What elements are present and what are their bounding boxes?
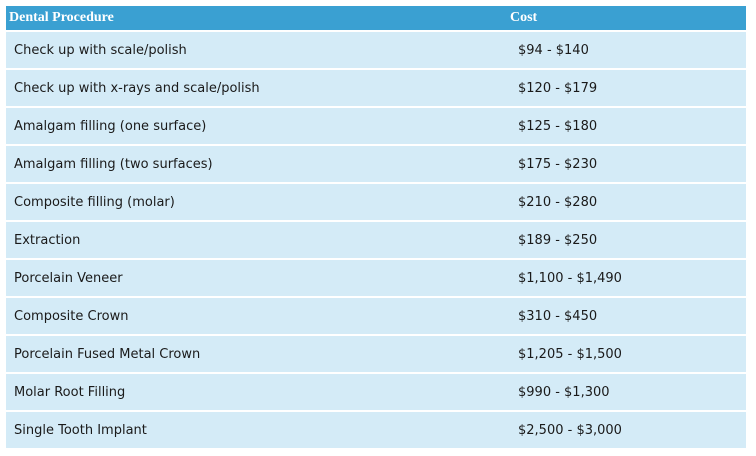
procedure-cell: Porcelain Fused Metal Crown: [6, 334, 507, 372]
procedure-cell: Composite filling (molar): [6, 182, 507, 220]
procedure-cell: Molar Root Filling: [6, 372, 507, 410]
table-row: Composite Crown $310 - $450: [6, 296, 746, 334]
header-cost: Cost: [507, 6, 746, 30]
cost-cell: $310 - $450: [507, 296, 746, 334]
procedure-cell: Composite Crown: [6, 296, 507, 334]
procedure-cell: Amalgam filling (two surfaces): [6, 144, 507, 182]
table-row: Composite filling (molar) $210 - $280: [6, 182, 746, 220]
procedure-cell: Check up with scale/polish: [6, 30, 507, 68]
cost-cell: $2,500 - $3,000: [507, 410, 746, 448]
table-header-row: Dental Procedure Cost: [6, 6, 746, 30]
table-row: Check up with x-rays and scale/polish $1…: [6, 68, 746, 106]
cost-cell: $94 - $140: [507, 30, 746, 68]
procedure-cell: Extraction: [6, 220, 507, 258]
cost-cell: $1,205 - $1,500: [507, 334, 746, 372]
table-row: Extraction $189 - $250: [6, 220, 746, 258]
cost-cell: $210 - $280: [507, 182, 746, 220]
table-row: Check up with scale/polish $94 - $140: [6, 30, 746, 68]
table-row: Porcelain Fused Metal Crown $1,205 - $1,…: [6, 334, 746, 372]
table-header: Dental Procedure Cost: [6, 6, 746, 30]
cost-cell: $189 - $250: [507, 220, 746, 258]
dental-cost-table-container: Dental Procedure Cost Check up with scal…: [6, 6, 746, 448]
procedure-cell: Amalgam filling (one surface): [6, 106, 507, 144]
cost-cell: $120 - $179: [507, 68, 746, 106]
cost-cell: $175 - $230: [507, 144, 746, 182]
procedure-cell: Porcelain Veneer: [6, 258, 507, 296]
procedure-cell: Check up with x-rays and scale/polish: [6, 68, 507, 106]
dental-cost-table: Dental Procedure Cost Check up with scal…: [6, 6, 746, 448]
table-body: Check up with scale/polish $94 - $140 Ch…: [6, 30, 746, 448]
table-row: Amalgam filling (two surfaces) $175 - $2…: [6, 144, 746, 182]
cost-cell: $125 - $180: [507, 106, 746, 144]
table-row: Amalgam filling (one surface) $125 - $18…: [6, 106, 746, 144]
cost-cell: $1,100 - $1,490: [507, 258, 746, 296]
header-dental-procedure: Dental Procedure: [6, 6, 507, 30]
cost-cell: $990 - $1,300: [507, 372, 746, 410]
procedure-cell: Single Tooth Implant: [6, 410, 507, 448]
table-row: Single Tooth Implant $2,500 - $3,000: [6, 410, 746, 448]
table-row: Molar Root Filling $990 - $1,300: [6, 372, 746, 410]
table-row: Porcelain Veneer $1,100 - $1,490: [6, 258, 746, 296]
